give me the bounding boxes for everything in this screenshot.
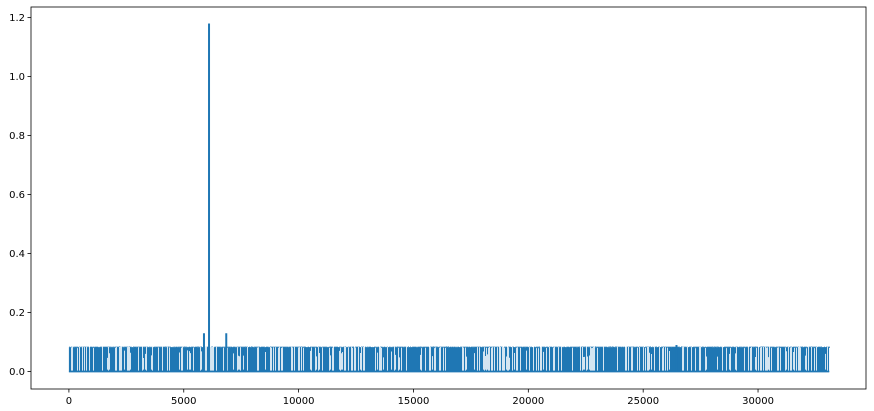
x-axis: 0 5000 10000 15000 20000 25000 30000 xyxy=(66,389,774,407)
series-spike-3 xyxy=(675,345,678,372)
x-tick-label: 5000 xyxy=(171,396,196,407)
series-spike-2 xyxy=(225,333,228,372)
y-tick-label: 1.0 xyxy=(9,72,25,83)
series-spike-0 xyxy=(202,333,205,372)
plot-area xyxy=(68,23,830,373)
y-axis: 0.0 0.2 0.4 0.6 0.8 1.0 1.2 xyxy=(9,13,31,378)
x-tick-label: 15000 xyxy=(398,396,430,407)
series-line-body xyxy=(68,347,830,372)
series-line-gaps xyxy=(71,346,830,371)
y-tick-label: 0.2 xyxy=(9,308,25,319)
y-tick-label: 0.0 xyxy=(9,367,25,378)
y-tick-label: 0.8 xyxy=(9,131,25,142)
x-tick-label: 20000 xyxy=(512,396,544,407)
x-tick-label: 30000 xyxy=(742,396,774,407)
axes-frame xyxy=(30,6,867,390)
y-tick-label: 0.4 xyxy=(9,249,25,260)
series-spike-1 xyxy=(208,23,211,372)
x-tick-label: 25000 xyxy=(627,396,659,407)
x-tick-label: 0 xyxy=(66,396,72,407)
y-tick-label: 0.6 xyxy=(9,190,25,201)
series-line-edge xyxy=(69,346,830,349)
y-tick-label: 1.2 xyxy=(9,13,25,24)
x-tick-label: 10000 xyxy=(283,396,315,407)
